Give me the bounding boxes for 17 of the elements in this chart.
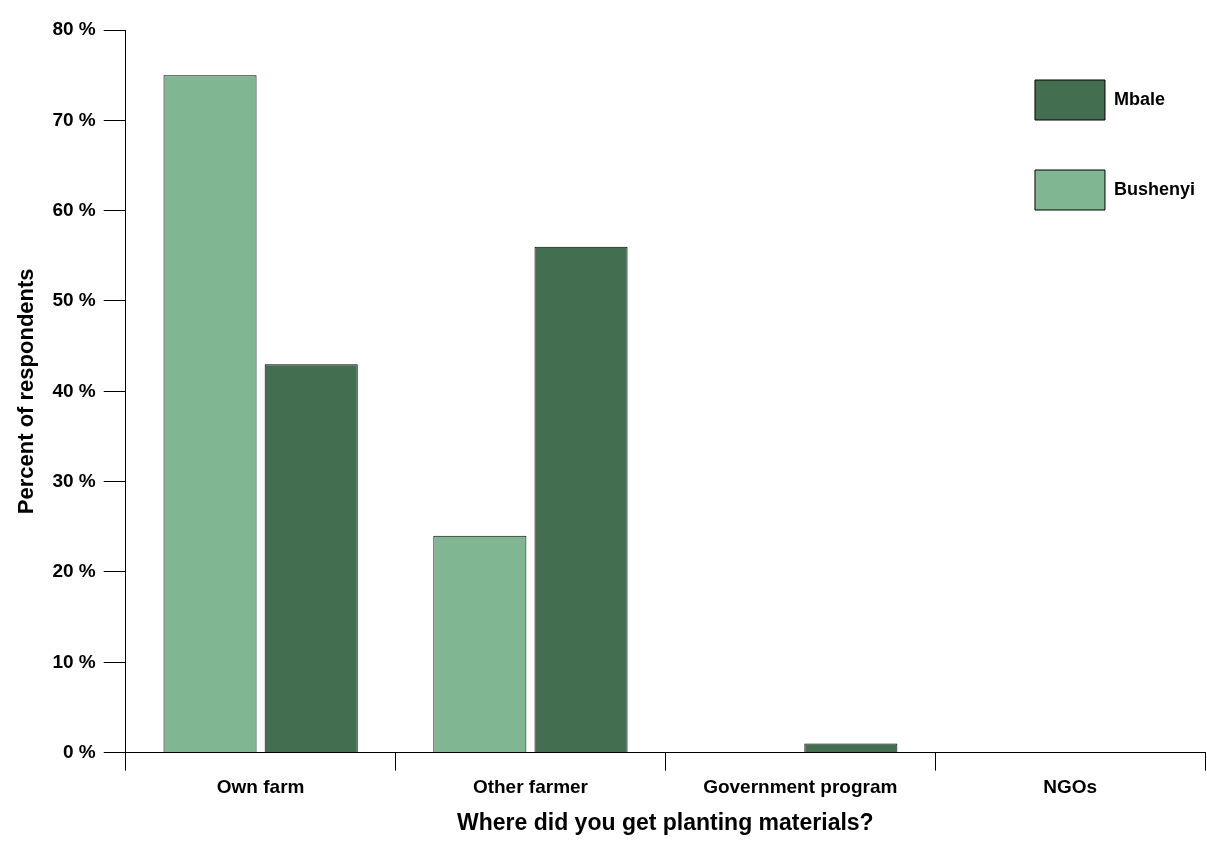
x-tick-label: Other farmer [472, 776, 589, 798]
y-tick-label: 40 % [52, 379, 96, 401]
y-tick-label: 50 % [52, 289, 96, 311]
x-tick-label: Government program [703, 776, 898, 798]
x-axis-title: Where did you get planting materials? [457, 808, 874, 835]
x-tick-label: Own farm [216, 776, 305, 798]
y-tick-label: 70 % [52, 108, 96, 130]
y-tick-label: 30 % [52, 469, 96, 491]
legend-label: Bushenyi [1113, 178, 1196, 199]
legend-label: Mbale [1113, 88, 1165, 109]
x-tick-label: NGOs [1043, 776, 1098, 798]
y-tick-label: 20 % [52, 560, 96, 582]
y-axis-title: Percent of respondents [13, 268, 39, 515]
y-tick-label: 0 % [62, 740, 96, 762]
y-tick-label: 80 % [52, 18, 96, 40]
y-tick-label: 60 % [52, 198, 96, 220]
y-tick-label: 10 % [52, 650, 96, 672]
